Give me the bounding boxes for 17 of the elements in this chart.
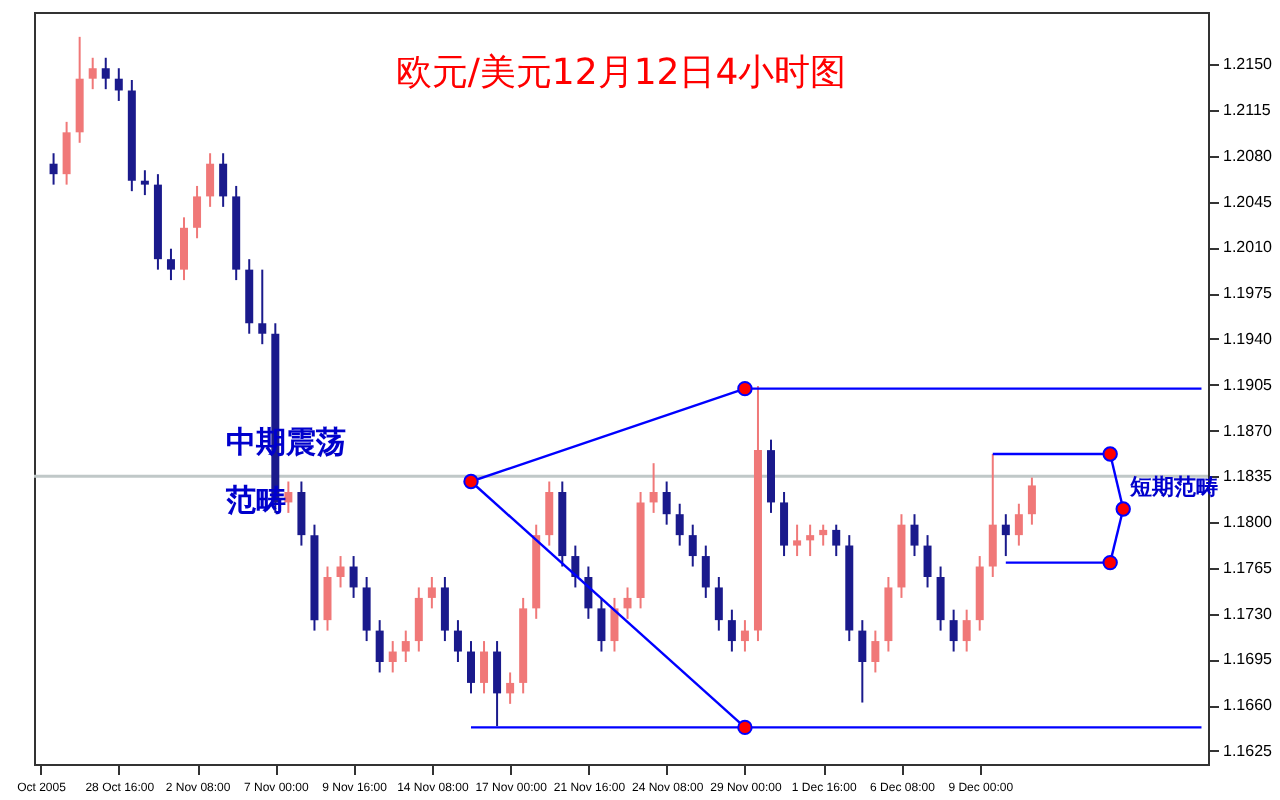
y-tick-label: 1.2080: [1223, 146, 1274, 165]
y-tick-label: 1.1765: [1223, 558, 1274, 577]
y-tick-label: 1.2045: [1223, 192, 1274, 211]
y-tick-label: 1.1660: [1223, 696, 1274, 715]
y-tick-label: 1.1835: [1223, 467, 1274, 486]
y-tick-label: 1.1905: [1223, 375, 1274, 394]
y-tick-label: 1.2115: [1223, 101, 1272, 120]
y-tick-label: 1.1870: [1223, 421, 1274, 440]
y-tick-label: 1.1625: [1223, 741, 1274, 760]
y-tick-label: 1.1730: [1223, 604, 1274, 623]
y-tick-label: 1.1695: [1223, 650, 1274, 669]
y-tick-label: 1.2010: [1223, 238, 1274, 257]
y-tick-label: 1.2150: [1223, 55, 1274, 74]
y-tick-label: 1.1800: [1223, 513, 1274, 532]
y-tick-label: 1.1975: [1223, 284, 1274, 303]
y-tick-label: 1.1940: [1223, 329, 1274, 348]
text: 欧元/美元12月12日4小时图: [395, 52, 847, 94]
